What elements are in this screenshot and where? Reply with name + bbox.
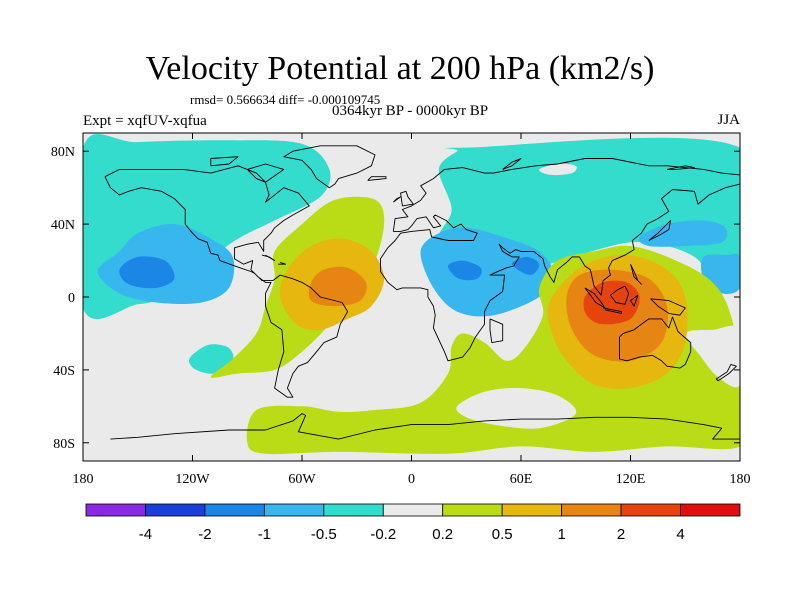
coastline-19 <box>278 261 287 265</box>
coastline-13 <box>392 196 402 203</box>
contour-region-17 <box>308 266 367 307</box>
season-label: JJA <box>717 112 740 128</box>
colorbar-swatch-2 <box>204 503 265 517</box>
coastline-0 <box>104 165 349 398</box>
period-label: 0364kyr BP - 0000kyr BP <box>331 103 489 119</box>
contour-region-9 <box>447 260 482 281</box>
x-tick-label-2: 60W <box>288 472 316 487</box>
y-tick-label-4: 80S <box>53 437 75 452</box>
colorbar-label-4: -0.2 <box>370 526 396 543</box>
colorbar: -4 -2 -1 -0.5 -0.2 0.2 0.5 1 2 4 <box>85 503 741 543</box>
coastline-9 <box>650 298 686 316</box>
coastline-20 <box>246 163 285 183</box>
contour-region-2 <box>188 344 234 374</box>
coastline-12 <box>400 190 414 207</box>
x-tick-label-0: 180 <box>73 472 94 487</box>
colorbar-label-7: 1 <box>557 526 565 543</box>
coastline-22 <box>666 165 695 170</box>
stats-label: rmsd= 0.566634 diff= -0.000109745 <box>190 92 381 107</box>
colorbar-swatch-4 <box>323 503 384 517</box>
colorbar-swatch-7 <box>501 503 563 517</box>
chart-title: Velocity Potential at 200 hPa (km2/s) <box>145 50 655 87</box>
colorbar-swatch-5 <box>382 503 444 517</box>
coastline-3 <box>489 318 504 344</box>
x-tick-label-6: 180 <box>730 472 751 487</box>
y-tick-label-2: 0 <box>68 291 75 306</box>
colorbar-swatch-8 <box>561 503 622 517</box>
colorbar-swatch-0 <box>85 503 146 517</box>
x-tick-label-5: 120E <box>616 472 646 487</box>
contour-region-5 <box>420 227 554 317</box>
coastline-4 <box>619 316 692 369</box>
coastline-2 <box>380 183 740 362</box>
coastline-7 <box>610 285 630 305</box>
coastline-16 <box>110 413 740 440</box>
coastline-11 <box>648 220 672 241</box>
coastlines <box>104 145 740 440</box>
coastline-17 <box>715 363 737 382</box>
coastline-23 <box>502 158 522 170</box>
colorbar-swatch-9 <box>620 503 681 517</box>
colorbar-label-9: 4 <box>676 526 684 543</box>
y-tick-label-3: 40S <box>53 364 75 379</box>
x-tick-label-4: 60E <box>510 472 533 487</box>
colorbar-swatch-6 <box>442 503 503 517</box>
coastline-18 <box>261 254 276 262</box>
x-tick-label-1: 120W <box>175 472 210 487</box>
colorbar-swatch-3 <box>263 503 325 517</box>
y-tick-label-0: 80N <box>51 145 75 160</box>
coastline-6 <box>603 307 622 314</box>
coastline-10 <box>630 264 642 285</box>
colorbar-label-8: 2 <box>617 526 625 543</box>
contour-region-19 <box>583 280 640 325</box>
axis-ticks: 180 120W 60W 0 60E 120E 180 80N 40N 0 40S 80S <box>51 133 751 487</box>
y-tick-label-1: 40N <box>51 218 75 233</box>
contour-fills <box>83 133 740 461</box>
coastline-1 <box>392 158 740 232</box>
colorbar-label-0: -4 <box>139 526 152 543</box>
coastline-15 <box>283 145 376 189</box>
colorbar-label-6: 0.5 <box>492 526 513 543</box>
colorbar-label-2: -1 <box>258 526 271 543</box>
coastline-8 <box>630 294 639 307</box>
contour-region-10 <box>511 256 540 276</box>
colorbar-swatch-1 <box>145 503 206 517</box>
colorbar-swatch-10 <box>680 503 741 517</box>
coastline-21 <box>210 156 239 167</box>
contour-region-8 <box>119 256 175 289</box>
coastline-14 <box>367 176 387 181</box>
colorbar-label-1: -2 <box>198 526 211 543</box>
experiment-label: Expt = xqfUV-xqfua <box>83 113 207 129</box>
x-tick-label-3: 0 <box>408 472 415 487</box>
colorbar-label-5: 0.2 <box>432 526 453 543</box>
contour-region-6 <box>638 220 728 247</box>
contour-region-13 <box>456 387 577 429</box>
colorbar-label-3: -0.5 <box>311 526 337 543</box>
contour-region-3 <box>539 163 577 176</box>
